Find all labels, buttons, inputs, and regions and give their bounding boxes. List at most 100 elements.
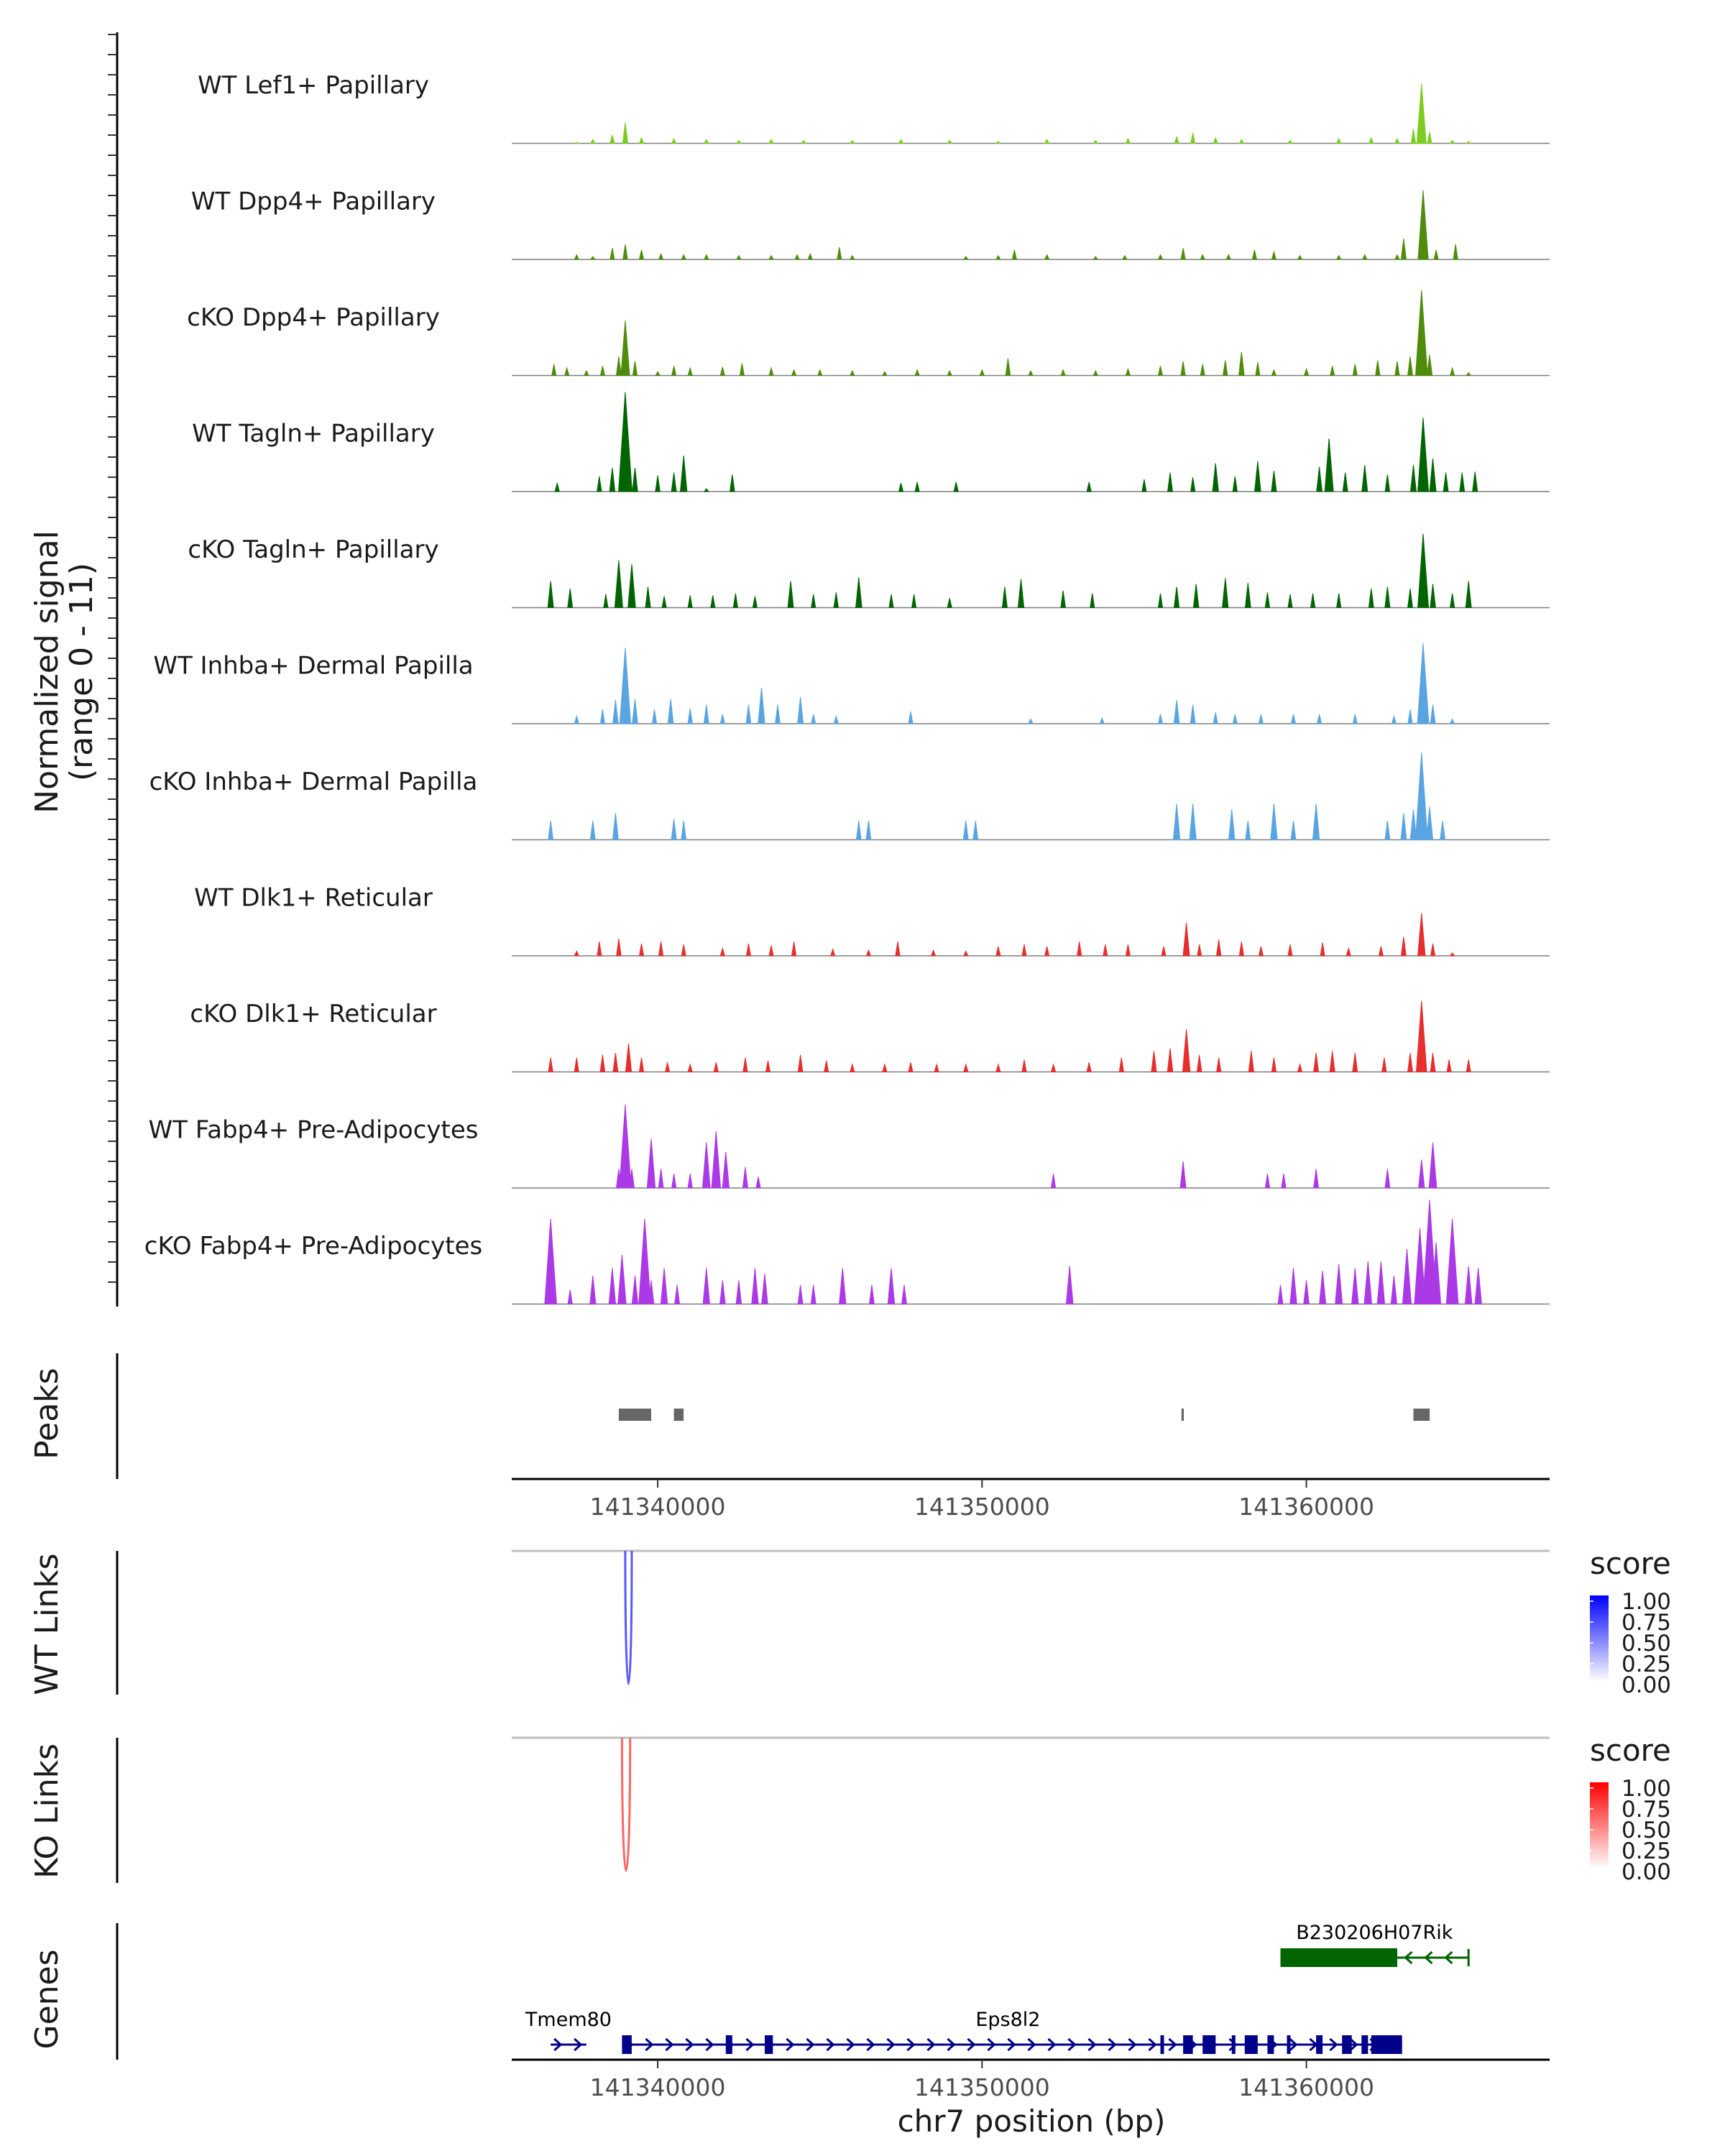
coverage-peak — [1264, 1174, 1271, 1189]
coverage-peak — [618, 392, 632, 492]
coverage-peak — [1044, 254, 1050, 260]
coverage-peak — [1335, 254, 1342, 260]
coverage-peak — [1017, 579, 1025, 608]
coverage-peak — [1430, 1242, 1442, 1304]
coverage-peak — [837, 247, 842, 260]
coverage-peak — [1426, 354, 1433, 376]
coverage-peak — [658, 941, 664, 957]
coverage-peak — [761, 1273, 768, 1304]
coverage-peak — [548, 821, 554, 840]
coverage-peak — [979, 369, 985, 376]
coverage-peak — [687, 708, 693, 724]
coverage-peak — [638, 943, 645, 957]
coverage-peak — [1376, 1261, 1386, 1304]
coverage-peak — [962, 821, 969, 840]
coverage-peak — [1092, 256, 1099, 260]
coverage-peak — [1417, 190, 1429, 260]
coverage-peak — [865, 821, 872, 840]
coverage-peak — [736, 254, 742, 260]
legend-tick-label: 0.00 — [1622, 1672, 1671, 1698]
coverage-peak — [551, 364, 557, 376]
coverage-peak — [1297, 1063, 1303, 1072]
y-axis-titles: Normalized signal (range 0 - 11) Peaks W… — [29, 530, 100, 2049]
coverage-peak — [1125, 137, 1131, 144]
coverage-peak — [865, 949, 872, 957]
coverage-peak — [1402, 1248, 1412, 1304]
coverage-peak — [963, 950, 969, 957]
strand-chevron — [1424, 1950, 1433, 1965]
coverage-peak — [850, 1063, 855, 1072]
coverage-peak — [758, 687, 765, 724]
coverage-peak — [612, 699, 619, 724]
coverage-peak — [1001, 586, 1008, 608]
coverage-ylabel-line2: (range 0 - 11) — [63, 563, 100, 781]
coverage-peak — [1245, 821, 1251, 840]
coverage-peak — [687, 595, 693, 608]
coverage-peak — [589, 821, 596, 840]
track-label: WT Inhba+ Dermal Papilla — [153, 652, 473, 681]
coverage-peak — [679, 455, 688, 492]
genes-panel: B230206H07Rik Tmem80 Eps8l2 141340000 141350… — [116, 1922, 1550, 2101]
track-label: cKO Dpp4+ Papillary — [187, 303, 440, 332]
peaks-panel: 141340000 141350000 141360000 — [116, 1353, 1550, 1521]
coverage-peak — [1320, 942, 1325, 957]
gene-exon — [1371, 2035, 1402, 2054]
coverage-peak — [1232, 714, 1238, 724]
coverage-peak — [768, 254, 774, 260]
coverage-peak — [1443, 472, 1449, 492]
coverage-peak — [1287, 944, 1293, 957]
coverage-peak — [953, 482, 959, 492]
coverage-peak — [742, 1166, 748, 1189]
strand-chevron — [906, 2037, 916, 2052]
coverage-peak — [1453, 244, 1458, 260]
coverage-peak — [1474, 1268, 1482, 1304]
coverage-peak — [1427, 132, 1432, 144]
legends: score1.000.750.500.250.00score1.000.750.… — [1590, 1546, 1671, 1885]
legend-tick-label: 0.25 — [1622, 1651, 1671, 1677]
coverage-peak — [617, 1254, 627, 1304]
coverage-peak — [901, 1285, 907, 1304]
strand-chevron — [1168, 2037, 1177, 2052]
strand-chevron — [1087, 2037, 1097, 2052]
coverage-peak — [655, 371, 661, 376]
coverage-peak — [1232, 476, 1238, 492]
strand-chevron — [1228, 2037, 1238, 2052]
strand-chevron — [1128, 2037, 1137, 2052]
coverage-peak — [603, 594, 609, 608]
coverage-peak — [719, 367, 725, 376]
coverage-peak — [1277, 1285, 1284, 1304]
coverage-peak — [1290, 714, 1297, 724]
coverage-peak — [1289, 1268, 1297, 1304]
track-label: WT Dlk1+ Reticular — [194, 884, 433, 913]
coverage-peak — [995, 141, 1002, 144]
coverage-peak — [1351, 1268, 1359, 1304]
coverage-peak — [1335, 137, 1342, 144]
legend-tick-label: 0.50 — [1622, 1631, 1671, 1657]
coverage-peak — [1254, 461, 1261, 492]
coverage-peak — [1258, 714, 1264, 724]
coverage-peak — [1414, 290, 1428, 376]
gene-exon — [725, 2035, 732, 2054]
coverage-peak — [1417, 418, 1430, 492]
peak-region — [673, 1409, 684, 1421]
coverage-peak — [811, 714, 816, 724]
coverage-peak — [1381, 1057, 1387, 1072]
gene-label: Tmem80 — [525, 2009, 612, 2031]
coverage-peak — [1430, 1053, 1436, 1072]
strand-chevron — [1108, 2037, 1117, 2052]
coverage-peak — [962, 256, 969, 260]
coverage-peak — [1157, 714, 1164, 724]
coverage-peak — [544, 1218, 557, 1304]
coverage-peak — [791, 941, 797, 957]
strand-chevron — [967, 2037, 976, 2052]
coverage-peak — [816, 369, 823, 376]
coverage-peak — [914, 482, 920, 492]
coverage-peak — [1433, 249, 1439, 260]
coverage-peak — [1378, 946, 1384, 957]
coverage-peak — [1407, 1053, 1413, 1072]
coverage-peak — [1336, 593, 1342, 608]
gene-exon — [1361, 2035, 1368, 2054]
coverage-peak — [1384, 474, 1391, 492]
coverage-peak — [703, 704, 709, 724]
track-label: cKO Inhba+ Dermal Papilla — [150, 768, 478, 796]
